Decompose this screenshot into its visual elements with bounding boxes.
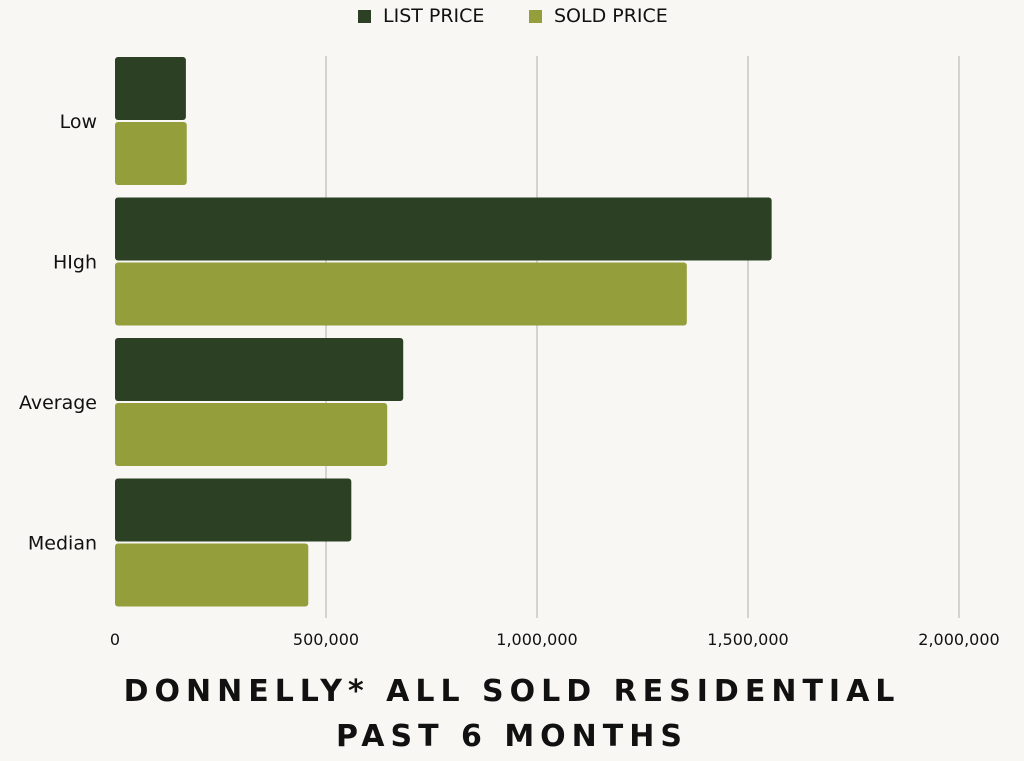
bars: [115, 57, 772, 607]
x-tick-label-500-000: 500,000: [293, 630, 359, 649]
bar-low-list-price: [115, 57, 186, 120]
bar-high-sold-price: [115, 262, 687, 326]
category-labels: Low HIgh Average Median: [19, 111, 97, 555]
legend-label-sold-price: SOLD PRICE: [554, 5, 668, 27]
gridlines: [325, 56, 960, 618]
legend-swatch-sold-price: [529, 10, 542, 23]
legend-label-list-price: LIST PRICE: [383, 5, 484, 27]
chart-title-line-1: DONNELLY* ALL SOLD RESIDENTIAL: [123, 674, 901, 709]
chart-title-line-2: PAST 6 MONTHS: [336, 719, 688, 754]
x-tick-label-1-000-000: 1,000,000: [496, 630, 577, 649]
category-label-low: Low: [60, 111, 97, 133]
legend-swatch-list-price: [358, 10, 371, 23]
bar-average-sold-price: [115, 403, 388, 466]
x-tick-label-0: 0: [110, 630, 120, 649]
x-tick-label-2-000-000: 2,000,000: [918, 630, 999, 649]
x-axis-ticks: 0 500,000 1,000,000 1,500,000 2,000,000: [110, 630, 1000, 649]
bar-median-sold-price: [115, 543, 309, 607]
category-label-high: HIgh: [53, 252, 97, 274]
bar-average-list-price: [115, 338, 404, 401]
category-label-average: Average: [19, 392, 97, 414]
bar-high-list-price: [115, 197, 772, 261]
legend: LIST PRICE SOLD PRICE: [358, 5, 668, 27]
bar-low-sold-price: [115, 122, 187, 185]
bar-median-list-price: [115, 478, 352, 542]
category-label-median: Median: [28, 533, 97, 555]
x-tick-label-1-500-000: 1,500,000: [707, 630, 788, 649]
